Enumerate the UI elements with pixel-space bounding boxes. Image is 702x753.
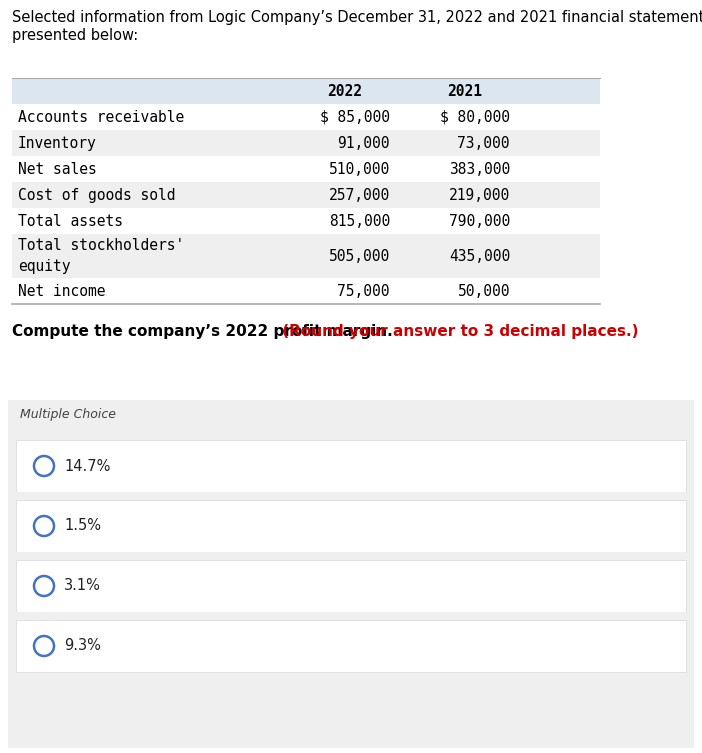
FancyBboxPatch shape — [16, 620, 686, 672]
Text: 14.7%: 14.7% — [64, 459, 110, 474]
Text: 790,000: 790,000 — [449, 214, 510, 228]
Text: 435,000: 435,000 — [449, 248, 510, 264]
Text: 3.1%: 3.1% — [64, 578, 101, 593]
FancyBboxPatch shape — [8, 728, 694, 748]
Text: 219,000: 219,000 — [449, 187, 510, 203]
Text: $ 80,000: $ 80,000 — [440, 109, 510, 124]
Text: Compute the company’s 2022 profit margin.: Compute the company’s 2022 profit margin… — [12, 324, 392, 339]
Text: Selected information from Logic Company’s December 31, 2022 and 2021 financial s: Selected information from Logic Company’… — [12, 10, 702, 25]
Circle shape — [34, 576, 54, 596]
Text: 9.3%: 9.3% — [64, 639, 101, 654]
Text: Inventory: Inventory — [18, 136, 97, 151]
FancyBboxPatch shape — [12, 104, 600, 130]
FancyBboxPatch shape — [16, 440, 686, 492]
FancyBboxPatch shape — [12, 130, 600, 156]
Text: 50,000: 50,000 — [458, 283, 510, 298]
Text: 1.5%: 1.5% — [64, 519, 101, 533]
FancyBboxPatch shape — [12, 278, 600, 304]
Circle shape — [34, 636, 54, 656]
Text: 73,000: 73,000 — [458, 136, 510, 151]
FancyBboxPatch shape — [12, 234, 600, 278]
Text: 510,000: 510,000 — [329, 161, 390, 176]
Text: 257,000: 257,000 — [329, 187, 390, 203]
FancyBboxPatch shape — [16, 552, 686, 560]
FancyBboxPatch shape — [12, 156, 600, 182]
Text: $ 85,000: $ 85,000 — [320, 109, 390, 124]
Text: 383,000: 383,000 — [449, 161, 510, 176]
Text: presented below:: presented below: — [12, 28, 138, 43]
FancyBboxPatch shape — [12, 208, 600, 234]
Text: 505,000: 505,000 — [329, 248, 390, 264]
Text: Total assets: Total assets — [18, 214, 123, 228]
FancyBboxPatch shape — [12, 78, 600, 104]
FancyBboxPatch shape — [16, 492, 686, 500]
Text: (Round your answer to 3 decimal places.): (Round your answer to 3 decimal places.) — [277, 324, 638, 339]
Text: Net income: Net income — [18, 283, 105, 298]
Text: Total stockholders'
equity: Total stockholders' equity — [18, 238, 184, 273]
Text: 75,000: 75,000 — [338, 283, 390, 298]
Text: Cost of goods sold: Cost of goods sold — [18, 187, 176, 203]
Text: Accounts receivable: Accounts receivable — [18, 109, 184, 124]
FancyBboxPatch shape — [12, 182, 600, 208]
Text: 2022: 2022 — [328, 84, 362, 99]
Text: 91,000: 91,000 — [338, 136, 390, 151]
FancyBboxPatch shape — [8, 400, 694, 748]
Text: 2021: 2021 — [447, 84, 482, 99]
FancyBboxPatch shape — [16, 500, 686, 552]
Text: 815,000: 815,000 — [329, 214, 390, 228]
Circle shape — [34, 456, 54, 476]
Circle shape — [34, 516, 54, 536]
Text: Net sales: Net sales — [18, 161, 97, 176]
FancyBboxPatch shape — [16, 612, 686, 620]
FancyBboxPatch shape — [16, 560, 686, 612]
Text: Multiple Choice: Multiple Choice — [20, 408, 116, 421]
